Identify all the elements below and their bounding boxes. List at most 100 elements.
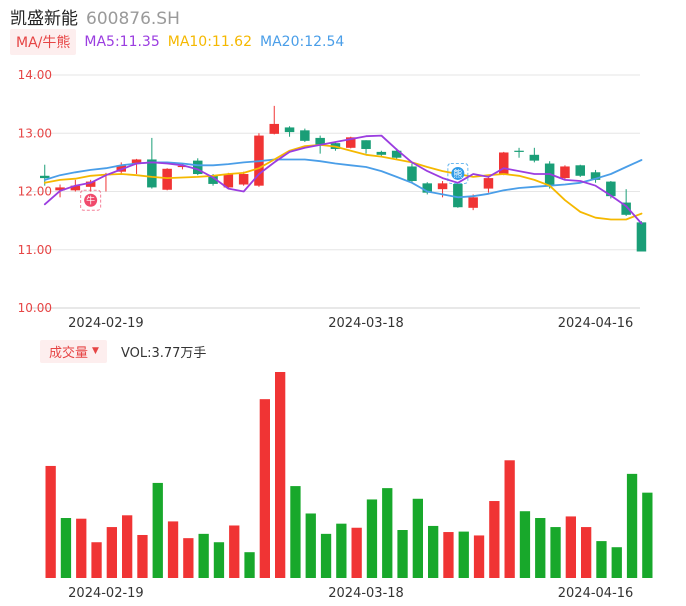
volume-series — [45, 372, 653, 578]
candle — [284, 126, 295, 137]
candle — [499, 151, 509, 176]
candle-body — [315, 137, 325, 145]
candle-body — [407, 166, 417, 182]
candle — [269, 105, 279, 135]
volume-bar — [45, 465, 56, 578]
bear-signal-icon: 熊 — [447, 162, 469, 184]
x-tick-label: 2024-02-19 — [68, 586, 144, 601]
candle-body — [590, 172, 601, 180]
y-tick-label: 11.00 — [18, 243, 52, 257]
candle-body — [499, 152, 509, 175]
candle-body — [147, 159, 157, 188]
candle-body — [284, 127, 295, 133]
candlestick-series — [40, 105, 647, 252]
volume-bar — [550, 527, 561, 578]
candle — [376, 150, 387, 156]
candle — [85, 179, 96, 192]
volume-bar — [504, 460, 515, 578]
volume-bar — [458, 531, 469, 578]
bear-signal-icon-label: 熊 — [453, 168, 462, 180]
candle-body — [223, 174, 234, 188]
ma5-line — [43, 134, 643, 225]
candle-body — [300, 130, 310, 141]
volume-bar — [244, 552, 255, 578]
volume-bar — [428, 525, 439, 578]
candle-body — [514, 150, 524, 152]
ma-legend: MA/牛熊 MA5:11.35 MA10:11.62 MA20:12.54 — [10, 29, 344, 55]
ma5-legend: MA5:11.35 — [84, 34, 160, 50]
candle-body — [575, 165, 585, 176]
y-tick-label: 10.00 — [18, 301, 52, 315]
candle-body — [529, 154, 540, 161]
candle — [529, 147, 540, 163]
candle-body — [85, 181, 96, 187]
ma-indicator-selector[interactable]: MA/牛熊 — [10, 29, 77, 55]
volume-bar — [305, 513, 316, 578]
candle — [575, 164, 585, 177]
candle-body — [208, 175, 218, 184]
candle-body — [391, 150, 402, 158]
y-tick-label: 14.00 — [18, 68, 52, 82]
candle-body — [162, 168, 172, 190]
caret-down-icon: ▼ — [92, 346, 99, 356]
signal-markers: 牛熊 — [80, 162, 469, 211]
volume-bar — [106, 527, 117, 578]
candle — [162, 168, 172, 191]
volume-bar — [366, 499, 378, 578]
bull-signal-icon: 牛 — [80, 189, 102, 211]
x-tick-label: 2024-04-16 — [558, 586, 634, 601]
volume-bar — [581, 527, 592, 578]
x-tick-label: 2024-03-18 — [328, 316, 404, 331]
volume-bar — [397, 530, 408, 578]
candle-body — [131, 159, 142, 164]
candle-body — [346, 137, 356, 148]
volume-bar — [596, 541, 607, 578]
volume-selector-label: 成交量 — [49, 345, 89, 361]
candle-body — [437, 183, 448, 190]
price-axis: 14.00 13.00 12.00 11.00 10.00 — [18, 68, 52, 315]
candle-body — [483, 178, 494, 189]
ma20-legend: MA20:12.54 — [260, 34, 345, 50]
volume-bar — [76, 518, 87, 578]
bull-signal-icon-badge — [84, 193, 98, 207]
candle-body — [376, 151, 387, 155]
volume-bar — [473, 535, 485, 578]
candle-body — [40, 175, 50, 179]
volume-bar — [198, 533, 209, 578]
volume-bar — [122, 515, 133, 578]
bull-signal-icon-frame — [80, 189, 102, 211]
volume-bar — [382, 488, 393, 578]
volume-bar — [351, 527, 362, 578]
volume-bar — [320, 533, 332, 578]
volume-bar — [275, 372, 286, 578]
candle — [483, 177, 494, 193]
bear-signal-icon-frame — [447, 162, 469, 184]
candle — [590, 169, 601, 183]
volume-bar — [626, 473, 638, 578]
candle-body — [193, 160, 203, 175]
candle — [636, 221, 647, 252]
ma10-line — [43, 143, 643, 221]
candle-body — [560, 166, 570, 179]
volume-bar — [412, 498, 423, 578]
volume-bar — [229, 525, 240, 578]
volume-indicator-selector[interactable]: 成交量 ▼ — [40, 339, 107, 363]
volume-bar — [519, 511, 531, 578]
candle-body — [177, 165, 188, 168]
bull-signal-icon-label: 牛 — [86, 195, 95, 207]
volume-legend: 成交量 ▼ VOL:3.77万手 — [40, 339, 206, 363]
volume-bar — [642, 492, 653, 578]
volume-bar — [91, 542, 102, 578]
candle — [300, 128, 310, 142]
candle-body — [70, 185, 81, 191]
volume-bar — [137, 534, 148, 578]
candle — [193, 158, 203, 176]
volume-bar — [60, 518, 72, 578]
candle-body — [422, 183, 432, 193]
y-tick-label: 13.00 — [18, 126, 52, 140]
stock-code: 600876.SH — [86, 9, 180, 29]
volume-bar — [565, 516, 576, 578]
candle-body — [269, 123, 279, 134]
candle-body — [361, 140, 371, 149]
